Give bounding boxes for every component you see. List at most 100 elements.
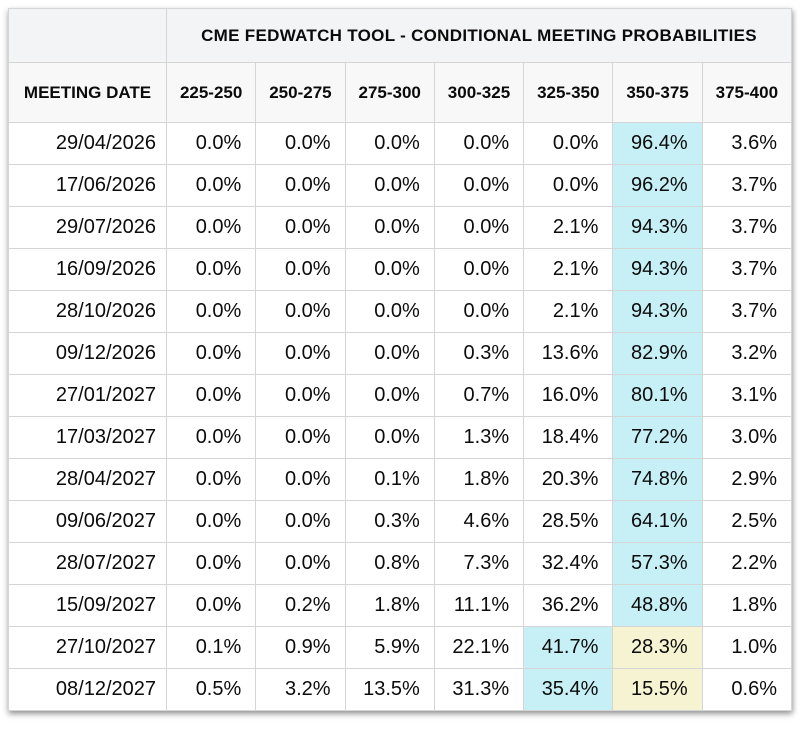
probability-cell: 0.8% bbox=[344, 542, 435, 585]
probability-cell: 3.0% bbox=[701, 416, 793, 459]
probability-cell: 0.0% bbox=[433, 206, 525, 249]
probability-cell: 80.1% bbox=[612, 374, 703, 417]
probability-cell: 77.2% bbox=[612, 416, 703, 459]
probability-cell: 0.0% bbox=[165, 500, 257, 543]
probability-cell: 0.0% bbox=[165, 332, 257, 375]
probability-cell: 13.5% bbox=[344, 668, 435, 711]
rate-range-header: 325-350 bbox=[523, 62, 614, 123]
meeting-date-cell: 29/07/2026 bbox=[8, 206, 167, 249]
table-row: 28/10/2026 0.0% 0.0% 0.0% 0.0% 2.1% 94.3% 3.7% bbox=[8, 290, 793, 333]
probability-cell: 0.0% bbox=[165, 290, 257, 333]
probability-cell: 3.2% bbox=[701, 332, 793, 375]
table-row: 17/06/2026 0.0% 0.0% 0.0% 0.0% 0.0% 96.2% 3.7% bbox=[8, 164, 793, 207]
probability-cell: 31.3% bbox=[433, 668, 525, 711]
probability-cell: 1.0% bbox=[701, 626, 793, 669]
probability-cell: 13.6% bbox=[523, 332, 614, 375]
probability-cell: 0.9% bbox=[255, 626, 346, 669]
meeting-date-cell: 28/07/2027 bbox=[8, 542, 167, 585]
probability-cell: 0.5% bbox=[165, 668, 257, 711]
probability-cell: 0.0% bbox=[255, 332, 346, 375]
fedwatch-probability-table: CME FEDWATCH TOOL - CONDITIONAL MEETING … bbox=[8, 8, 793, 711]
rate-range-header: 225-250 bbox=[165, 62, 257, 123]
probability-cell: 28.3% bbox=[612, 626, 703, 669]
probability-cell: 3.2% bbox=[255, 668, 346, 711]
probability-cell: 0.7% bbox=[433, 374, 525, 417]
probability-cell: 2.1% bbox=[523, 206, 614, 249]
meeting-date-cell: 27/01/2027 bbox=[8, 374, 167, 417]
meeting-date-cell: 16/09/2026 bbox=[8, 248, 167, 291]
rate-range-header: 250-275 bbox=[255, 62, 346, 123]
probability-cell: 0.0% bbox=[255, 416, 346, 459]
probability-cell: 3.6% bbox=[701, 122, 793, 165]
meeting-date-cell: 28/10/2026 bbox=[8, 290, 167, 333]
probability-cell: 82.9% bbox=[612, 332, 703, 375]
meeting-date-cell: 15/09/2027 bbox=[8, 584, 167, 627]
rate-range-header: 350-375 bbox=[612, 62, 703, 123]
probability-cell: 0.0% bbox=[255, 122, 346, 165]
probability-cell: 0.2% bbox=[255, 584, 346, 627]
probability-cell: 0.0% bbox=[433, 164, 525, 207]
probability-cell: 0.6% bbox=[701, 668, 793, 711]
corner-cell bbox=[8, 8, 167, 63]
probability-cell: 2.1% bbox=[523, 290, 614, 333]
table-row: 28/07/2027 0.0% 0.0% 0.8% 7.3% 32.4% 57.3% 2.2% bbox=[8, 542, 793, 585]
table-row: 16/09/2026 0.0% 0.0% 0.0% 0.0% 2.1% 94.3% 3.7% bbox=[8, 248, 793, 291]
table-row: 29/04/2026 0.0% 0.0% 0.0% 0.0% 0.0% 96.4% 3.6% bbox=[8, 122, 793, 165]
probability-cell: 96.2% bbox=[612, 164, 703, 207]
probability-cell: 3.7% bbox=[701, 248, 793, 291]
table-row: 17/03/2027 0.0% 0.0% 0.0% 1.3% 18.4% 77.2% 3.0% bbox=[8, 416, 793, 459]
probability-cell: 64.1% bbox=[612, 500, 703, 543]
probability-cell: 1.8% bbox=[344, 584, 435, 627]
probability-cell: 0.0% bbox=[433, 248, 525, 291]
probability-cell: 0.0% bbox=[344, 374, 435, 417]
probability-cell: 94.3% bbox=[612, 290, 703, 333]
probability-cell: 0.0% bbox=[165, 458, 257, 501]
meeting-date-cell: 28/04/2027 bbox=[8, 458, 167, 501]
probability-cell: 96.4% bbox=[612, 122, 703, 165]
probability-cell: 1.3% bbox=[433, 416, 525, 459]
probability-cell: 94.3% bbox=[612, 206, 703, 249]
probability-cell: 41.7% bbox=[523, 626, 614, 669]
probability-cell: 1.8% bbox=[701, 584, 793, 627]
meeting-date-cell: 29/04/2026 bbox=[8, 122, 167, 165]
probability-cell: 0.0% bbox=[255, 374, 346, 417]
probability-cell: 7.3% bbox=[433, 542, 525, 585]
probability-cell: 0.0% bbox=[433, 290, 525, 333]
probability-cell: 0.0% bbox=[344, 206, 435, 249]
probability-cell: 0.0% bbox=[165, 164, 257, 207]
probability-cell: 0.0% bbox=[344, 164, 435, 207]
probability-cell: 22.1% bbox=[433, 626, 525, 669]
probability-cell: 0.0% bbox=[165, 122, 257, 165]
probability-cell: 0.0% bbox=[344, 248, 435, 291]
table-row: 09/06/2027 0.0% 0.0% 0.3% 4.6% 28.5% 64.1% 2.5% bbox=[8, 500, 793, 543]
meeting-date-cell: 09/06/2027 bbox=[8, 500, 167, 543]
probability-cell: 4.6% bbox=[433, 500, 525, 543]
probability-cell: 2.5% bbox=[701, 500, 793, 543]
probability-cell: 0.3% bbox=[344, 500, 435, 543]
probability-cell: 32.4% bbox=[523, 542, 614, 585]
meeting-date-cell: 08/12/2027 bbox=[8, 668, 167, 711]
table-row: 27/01/2027 0.0% 0.0% 0.0% 0.7% 16.0% 80.1% 3.1% bbox=[8, 374, 793, 417]
probability-cell: 74.8% bbox=[612, 458, 703, 501]
probability-cell: 2.9% bbox=[701, 458, 793, 501]
probability-cell: 0.0% bbox=[255, 542, 346, 585]
probability-cell: 0.0% bbox=[255, 248, 346, 291]
probability-cell: 3.7% bbox=[701, 206, 793, 249]
header-row: MEETING DATE 225-250 250-275 275-300 300-32… bbox=[8, 62, 793, 123]
probability-cell: 5.9% bbox=[344, 626, 435, 669]
probability-cell: 0.0% bbox=[523, 164, 614, 207]
probability-cell: 0.1% bbox=[344, 458, 435, 501]
rate-range-header: 275-300 bbox=[344, 62, 435, 123]
table-body: 29/04/2026 0.0% 0.0% 0.0% 0.0% 0.0% 96.4% 3.6% 1… bbox=[8, 122, 793, 711]
probability-cell: 2.2% bbox=[701, 542, 793, 585]
probability-cell: 0.0% bbox=[165, 542, 257, 585]
probability-cell: 0.0% bbox=[344, 416, 435, 459]
probability-cell: 94.3% bbox=[612, 248, 703, 291]
table-title: CME FEDWATCH TOOL - CONDITIONAL MEETING … bbox=[166, 8, 792, 63]
probability-cell: 0.1% bbox=[165, 626, 257, 669]
table-row: 27/10/2027 0.1% 0.9% 5.9% 22.1% 41.7% 28.3% 1.0… bbox=[8, 626, 793, 669]
probability-cell: 11.1% bbox=[433, 584, 525, 627]
probability-cell: 20.3% bbox=[523, 458, 614, 501]
probability-cell: 35.4% bbox=[523, 668, 614, 711]
